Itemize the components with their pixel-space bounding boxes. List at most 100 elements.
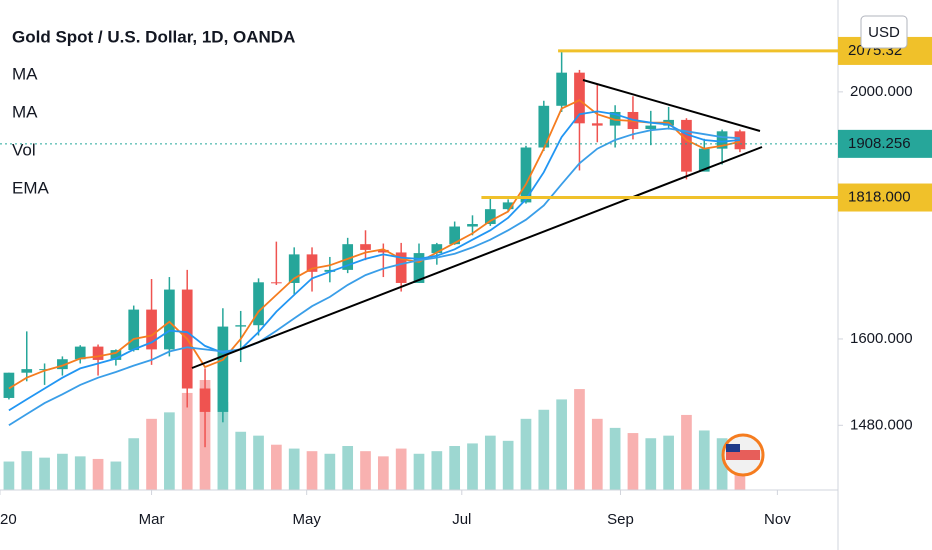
candle-body — [74, 346, 86, 360]
volume-bar — [467, 443, 478, 490]
volume-bar — [591, 418, 603, 490]
volume-bar — [484, 435, 496, 490]
volume-bar — [74, 456, 86, 490]
candle-body — [591, 123, 603, 126]
plot-area — [3, 51, 746, 490]
x-tick-label: Nov — [764, 511, 791, 528]
volume-bar — [734, 474, 746, 490]
candle-body — [467, 224, 478, 227]
volume-bar — [538, 409, 550, 490]
level-label: 1818.000 — [848, 188, 911, 205]
candle-body — [235, 325, 247, 327]
candle-body — [271, 282, 282, 284]
y-tick-label: 1600.000 — [850, 330, 913, 347]
volume-bar — [574, 389, 585, 490]
y-tick-label: 1480.000 — [850, 416, 913, 433]
volume-bar — [324, 453, 336, 490]
volume-bar — [271, 444, 282, 490]
candle-body — [413, 253, 425, 283]
y-tick-label: 2000.000 — [850, 83, 913, 100]
candle-body — [734, 131, 746, 150]
volume-bar — [306, 451, 318, 490]
candle-body — [110, 350, 122, 360]
candle-body — [217, 326, 229, 412]
level-label-box — [838, 183, 932, 212]
volume-bar — [146, 418, 157, 490]
volume-bar — [395, 448, 407, 490]
volume-bar — [449, 446, 461, 490]
ma-line — [8, 127, 740, 427]
volume-bar — [181, 392, 193, 490]
candle-body — [538, 105, 550, 148]
volume-bar — [609, 427, 621, 490]
volume-bar — [360, 451, 371, 490]
volume-bar — [39, 457, 50, 490]
volume-bar — [21, 451, 33, 490]
candle-body — [645, 125, 657, 130]
candle-body — [395, 252, 407, 283]
volume-bar — [57, 453, 68, 490]
volume-bar — [502, 440, 514, 490]
volume-bar — [556, 399, 567, 490]
candle-body — [698, 148, 710, 172]
volume-bar — [627, 433, 639, 490]
legend-entry: MA — [12, 64, 38, 83]
candle-body — [716, 131, 728, 149]
candle-body — [21, 369, 33, 373]
volume-bar — [110, 461, 122, 490]
chart-title: Gold Spot / U.S. Dollar, 1D, OANDA — [12, 27, 295, 46]
ma-line — [8, 99, 741, 390]
volume-bar — [645, 438, 657, 490]
candle-body — [449, 226, 461, 245]
candle-body — [146, 309, 157, 350]
trend-line — [582, 79, 761, 132]
volume-bar — [217, 402, 229, 490]
candle-body — [128, 309, 140, 351]
legend-entry: MA — [12, 102, 38, 121]
candle-body — [574, 72, 585, 124]
last-price-label: 1908.256 — [848, 135, 911, 152]
x-tick-label: Sep — [607, 511, 634, 528]
legend-entry: EMA — [12, 178, 50, 197]
candle-body — [360, 244, 371, 250]
candle-body — [609, 111, 621, 126]
x-tick-label: Jul — [452, 511, 471, 528]
volume-bar — [681, 414, 692, 490]
candle-body — [199, 388, 211, 412]
candle-body — [342, 244, 354, 270]
candle-body — [520, 147, 532, 203]
legend-entry: Vol — [12, 140, 36, 159]
trend-line — [191, 146, 763, 369]
candle-body — [556, 72, 567, 106]
volume-bar — [128, 438, 140, 490]
last-price-box — [838, 129, 932, 158]
volume-bar — [716, 438, 728, 490]
volume-bar — [288, 448, 300, 490]
volume-bar — [698, 430, 710, 490]
candle-body — [431, 244, 443, 254]
candle-body — [57, 359, 68, 370]
volume-bar — [235, 431, 247, 490]
candle-body — [306, 254, 318, 272]
candle-body — [484, 209, 496, 225]
candle-body — [3, 372, 15, 398]
candle-body — [502, 202, 514, 210]
currency-label: USD — [868, 24, 900, 41]
watermark-icon — [721, 433, 765, 477]
volume-bar — [342, 446, 354, 490]
ma-line — [8, 110, 740, 412]
candle-body — [681, 119, 692, 172]
candle-body — [377, 249, 389, 253]
candle-body — [164, 289, 175, 350]
volume-bar — [253, 435, 264, 490]
volume-bar — [431, 451, 443, 490]
candle-body — [324, 269, 336, 272]
x-tick-label: 2020 — [0, 511, 17, 528]
volume-bar — [92, 458, 104, 490]
volume-bar — [520, 418, 532, 490]
x-tick-label: May — [293, 511, 322, 528]
volume-bar — [3, 461, 15, 490]
candle-body — [253, 282, 264, 326]
